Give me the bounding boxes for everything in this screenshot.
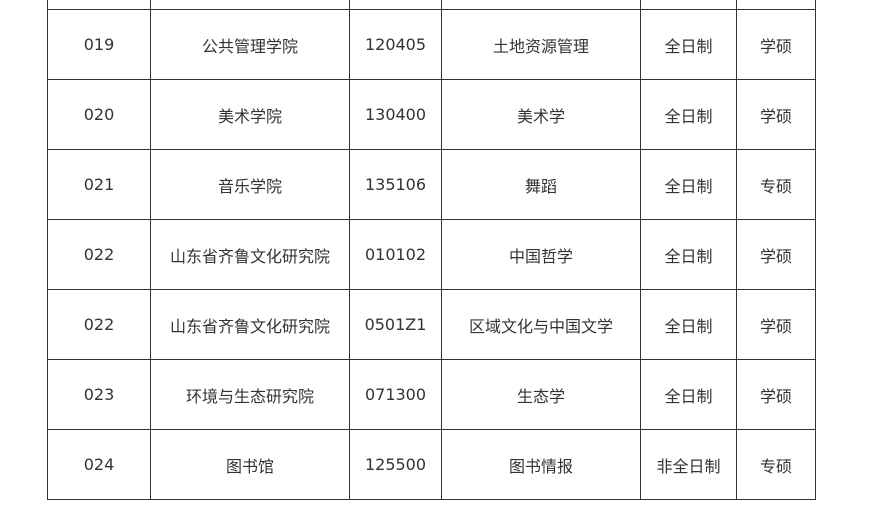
degree-type-cell: 学硕 xyxy=(736,359,816,430)
table-row: 022 山东省齐鲁文化研究院 010102 中国哲学 全日制 学硕 xyxy=(47,219,816,290)
major-code-cell: 130400 xyxy=(349,79,442,150)
study-mode-cell: 全日制 xyxy=(640,149,737,220)
unit-name-cell: 山东省齐鲁文化研究院 xyxy=(150,219,350,290)
major-code-cell: 120405 xyxy=(349,9,442,80)
unit-code-cell: 022 xyxy=(47,219,151,290)
degree-type-cell xyxy=(736,0,816,10)
unit-code-cell: 022 xyxy=(47,289,151,360)
unit-code-cell: 021 xyxy=(47,149,151,220)
unit-code-cell: 019 xyxy=(47,9,151,80)
major-name-cell: 舞蹈 xyxy=(441,149,641,220)
unit-name-cell: 美术学院 xyxy=(150,79,350,150)
major-code-cell: 135106 xyxy=(349,149,442,220)
unit-name-cell: 环境与生态研究院 xyxy=(150,359,350,430)
degree-type-cell: 学硕 xyxy=(736,219,816,290)
study-mode-cell: 全日制 xyxy=(640,79,737,150)
unit-name-cell: 山东省齐鲁文化研究院 xyxy=(150,289,350,360)
degree-type-cell: 学硕 xyxy=(736,79,816,150)
unit-name-cell: 图书馆 xyxy=(150,429,350,500)
major-code-cell: 010102 xyxy=(349,219,442,290)
table-row: 023 环境与生态研究院 071300 生态学 全日制 学硕 xyxy=(47,359,816,430)
degree-type-cell: 学硕 xyxy=(736,9,816,80)
major-name-cell: 土地资源管理 xyxy=(441,9,641,80)
unit-name-cell xyxy=(150,0,350,10)
table-row: 020 美术学院 130400 美术学 全日制 学硕 xyxy=(47,79,816,150)
unit-code-cell xyxy=(47,0,151,10)
table-row xyxy=(47,0,816,10)
unit-code-cell: 023 xyxy=(47,359,151,430)
major-name-cell: 生态学 xyxy=(441,359,641,430)
major-code-cell xyxy=(349,0,442,10)
unit-code-cell: 024 xyxy=(47,429,151,500)
major-name-cell: 区域文化与中国文学 xyxy=(441,289,641,360)
study-mode-cell: 全日制 xyxy=(640,9,737,80)
table-row: 019 公共管理学院 120405 土地资源管理 全日制 学硕 xyxy=(47,9,816,80)
study-mode-cell xyxy=(640,0,737,10)
major-name-cell xyxy=(441,0,641,10)
degree-type-cell: 专硕 xyxy=(736,149,816,220)
program-table: 019 公共管理学院 120405 土地资源管理 全日制 学硕 020 美术学院 130400 美… xyxy=(47,0,816,500)
study-mode-cell: 全日制 xyxy=(640,289,737,360)
major-code-cell: 071300 xyxy=(349,359,442,430)
unit-code-cell: 020 xyxy=(47,79,151,150)
degree-type-cell: 学硕 xyxy=(736,289,816,360)
unit-name-cell: 公共管理学院 xyxy=(150,9,350,80)
table-row: 021 音乐学院 135106 舞蹈 全日制 专硕 xyxy=(47,149,816,220)
study-mode-cell: 全日制 xyxy=(640,359,737,430)
table-row: 022 山东省齐鲁文化研究院 0501Z1 区域文化与中国文学 全日制 学硕 xyxy=(47,289,816,360)
major-name-cell: 美术学 xyxy=(441,79,641,150)
unit-name-cell: 音乐学院 xyxy=(150,149,350,220)
table-row: 024 图书馆 125500 图书情报 非全日制 专硕 xyxy=(47,429,816,500)
study-mode-cell: 非全日制 xyxy=(640,429,737,500)
major-name-cell: 中国哲学 xyxy=(441,219,641,290)
major-name-cell: 图书情报 xyxy=(441,429,641,500)
study-mode-cell: 全日制 xyxy=(640,219,737,290)
major-code-cell: 125500 xyxy=(349,429,442,500)
major-code-cell: 0501Z1 xyxy=(349,289,442,360)
degree-type-cell: 专硕 xyxy=(736,429,816,500)
